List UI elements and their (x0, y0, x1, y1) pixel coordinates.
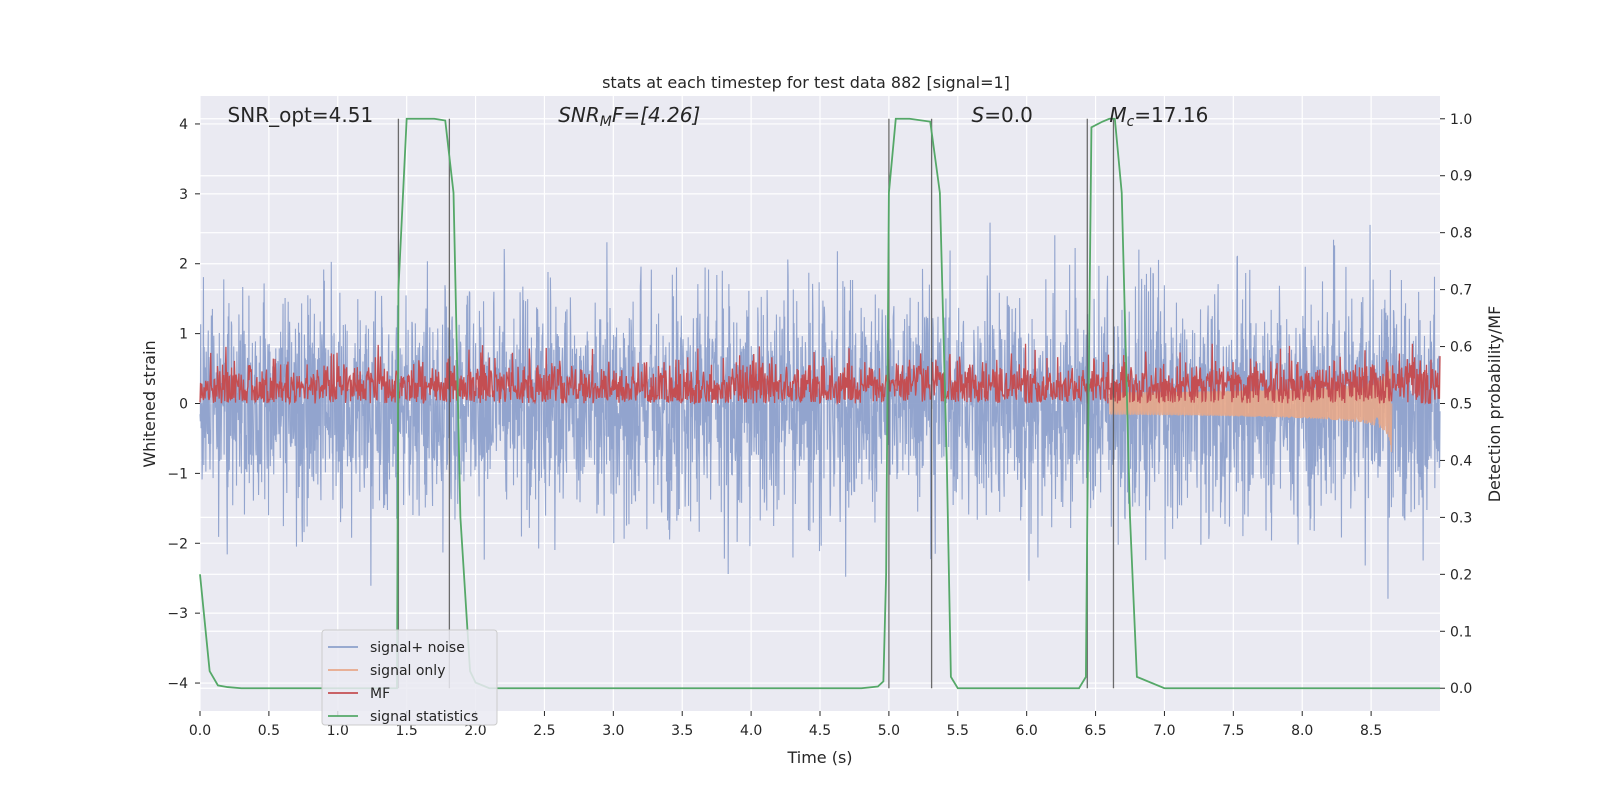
legend-entry: MF (370, 686, 390, 702)
y-left-tick-label: −3 (167, 606, 188, 622)
x-tick-label: 8.5 (1360, 723, 1382, 739)
x-tick-label: 8.0 (1291, 723, 1313, 739)
x-tick-label: 6.5 (1084, 723, 1106, 739)
y-left-tick-label: 1 (179, 327, 188, 343)
x-tick-label: 2.5 (533, 723, 555, 739)
y-right-tick-label: 0.5 (1450, 397, 1472, 413)
y-right-tick-label: 1.0 (1450, 112, 1472, 128)
y-right-tick-label: 0.7 (1450, 283, 1472, 299)
y-axis-left-ticks: −4 −3 −2 −1 0 1 2 3 4 (167, 117, 200, 692)
x-tick-label: 7.0 (1153, 723, 1175, 739)
x-tick-label: 3.0 (602, 723, 624, 739)
x-tick-label: 1.5 (396, 723, 418, 739)
x-tick-label: 5.0 (878, 723, 900, 739)
y-left-tick-label: 0 (179, 397, 188, 413)
y-left-tick-label: −1 (167, 466, 188, 482)
legend: signal+ noise signal only MF signal statist… (321, 629, 498, 726)
x-tick-label: 7.5 (1222, 723, 1244, 739)
x-tick-label: 4.5 (809, 723, 831, 739)
y-right-tick-label: 0.1 (1450, 624, 1472, 640)
y-axis-left-label: Whitened strain (140, 340, 159, 467)
x-tick-label: 4.0 (740, 723, 762, 739)
y-left-tick-label: −2 (167, 536, 188, 552)
legend-box (321, 629, 498, 726)
x-tick-label: 1.0 (327, 723, 349, 739)
x-tick-label: 0.5 (258, 723, 280, 739)
y-right-tick-label: 0.4 (1450, 453, 1472, 469)
chart-title: stats at each timestep for test data 882… (602, 73, 1010, 92)
x-tick-label: 6.0 (1016, 723, 1038, 739)
signal-statistics-line (199, 117, 1440, 690)
y-axis-right-label: Detection probability/MF (1485, 306, 1504, 503)
legend-entry: signal statistics (370, 709, 478, 725)
legend-entry: signal only (370, 663, 445, 679)
legend-entry: signal+ noise (370, 640, 465, 656)
y-left-tick-label: −4 (167, 676, 188, 692)
series-signal-statistics (199, 117, 1440, 690)
series-mf (199, 343, 1441, 406)
mf-line (199, 343, 1441, 406)
y-left-tick-label: 2 (179, 257, 188, 273)
x-tick-label: 2.0 (464, 723, 486, 739)
y-right-tick-label: 0.6 (1450, 340, 1472, 356)
annotations: SNR_opt=4.51 SNRMF=[4.26] S=0.0 Mc=17.16 (228, 103, 1209, 130)
y-right-tick-label: 0.0 (1450, 681, 1472, 697)
y-right-tick-label: 0.3 (1450, 510, 1472, 526)
x-tick-label: 3.5 (671, 723, 693, 739)
x-tick-label: 5.5 (947, 723, 969, 739)
y-left-tick-label: 3 (179, 187, 188, 203)
x-axis-ticks: 0.0 0.5 1.0 1.5 2.0 2.5 3.0 3.5 4.0 4.5 5.0 5.5 6.0 6… (189, 711, 1382, 739)
y-right-tick-label: 0.8 (1450, 226, 1472, 242)
annotation-text: Mc=17.16 (1109, 103, 1208, 130)
x-tick-label: 0.0 (189, 723, 211, 739)
x-axis-label: Time (s) (786, 748, 852, 767)
annotation-text: S=0.0 (972, 103, 1033, 127)
y-left-tick-label: 4 (179, 117, 188, 133)
y-right-tick-label: 0.9 (1450, 169, 1472, 185)
annotation-text: SNR_opt=4.51 (228, 103, 374, 127)
y-axis-right-ticks: 0.0 0.1 0.2 0.3 0.4 0.5 0.6 0.7 0.8 0.9 1.0 (1440, 112, 1472, 697)
annotation-text: SNRMF=[4.26] (558, 103, 700, 130)
y-right-tick-label: 0.2 (1450, 567, 1472, 583)
